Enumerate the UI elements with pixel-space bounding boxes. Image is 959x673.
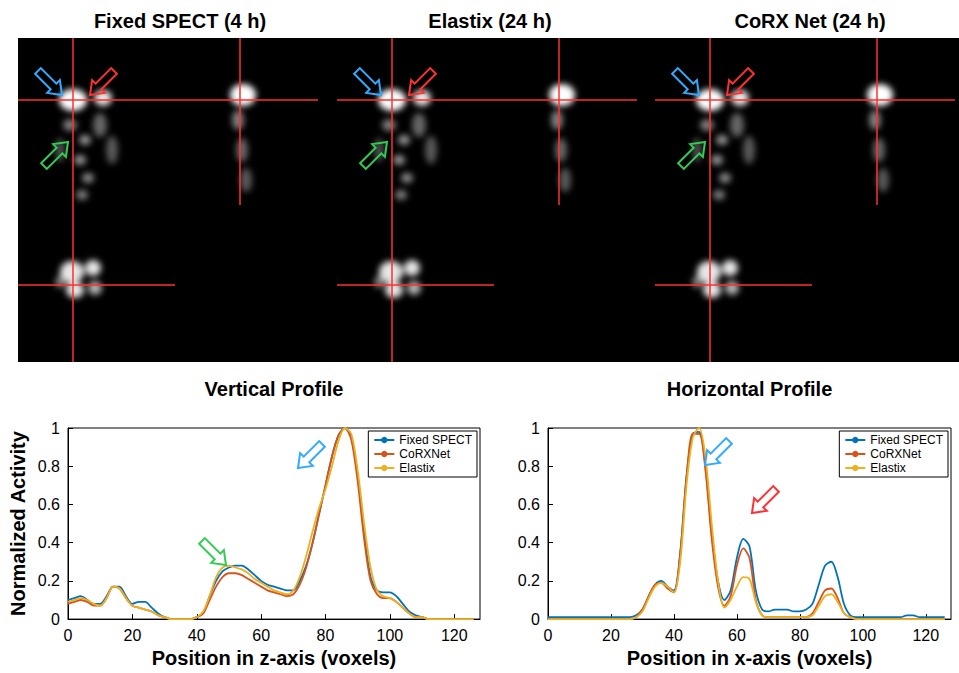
svg-text:60: 60: [728, 627, 746, 644]
svg-text:100: 100: [377, 627, 404, 644]
svg-text:20: 20: [123, 627, 141, 644]
svg-text:0.2: 0.2: [38, 572, 60, 589]
svg-text:120: 120: [441, 627, 468, 644]
svg-text:Position in z-axis (voxels): Position in z-axis (voxels): [152, 647, 397, 669]
svg-text:120: 120: [912, 627, 939, 644]
svg-text:40: 40: [188, 627, 206, 644]
svg-text:0.2: 0.2: [518, 572, 540, 589]
svg-text:20: 20: [602, 627, 620, 644]
svg-text:0.4: 0.4: [38, 534, 60, 551]
svg-text:0.6: 0.6: [38, 496, 60, 513]
svg-text:Position in x-axis (voxels): Position in x-axis (voxels): [627, 647, 873, 669]
svg-text:80: 80: [317, 627, 335, 644]
svg-text:CoRX Net (24 h): CoRX Net (24 h): [734, 10, 885, 32]
svg-text:1: 1: [531, 420, 540, 437]
svg-text:60: 60: [252, 627, 270, 644]
svg-text:0.8: 0.8: [38, 458, 60, 475]
svg-text:Elastix (24 h): Elastix (24 h): [428, 10, 551, 32]
svg-text:CoRXNet: CoRXNet: [399, 447, 450, 461]
svg-text:0.8: 0.8: [518, 458, 540, 475]
svg-text:Fixed SPECT: Fixed SPECT: [870, 433, 943, 447]
svg-text:Normalized Activity: Normalized Activity: [7, 430, 29, 616]
svg-text:Elastix: Elastix: [870, 461, 905, 475]
svg-text:CoRXNet: CoRXNet: [870, 447, 921, 461]
svg-text:Fixed SPECT: Fixed SPECT: [399, 433, 472, 447]
svg-text:Horizontal Profile: Horizontal Profile: [667, 378, 833, 400]
svg-text:Fixed SPECT (4 h): Fixed SPECT (4 h): [94, 10, 266, 32]
svg-text:0.4: 0.4: [518, 534, 540, 551]
svg-text:80: 80: [791, 627, 809, 644]
svg-text:Vertical Profile: Vertical Profile: [205, 378, 344, 400]
svg-text:40: 40: [665, 627, 683, 644]
svg-text:0: 0: [51, 611, 60, 628]
svg-text:0: 0: [531, 611, 540, 628]
svg-text:1: 1: [51, 420, 60, 437]
svg-text:0: 0: [64, 627, 73, 644]
svg-text:0.6: 0.6: [518, 496, 540, 513]
svg-text:Elastix: Elastix: [399, 461, 434, 475]
svg-text:0: 0: [544, 627, 553, 644]
svg-text:100: 100: [849, 627, 876, 644]
